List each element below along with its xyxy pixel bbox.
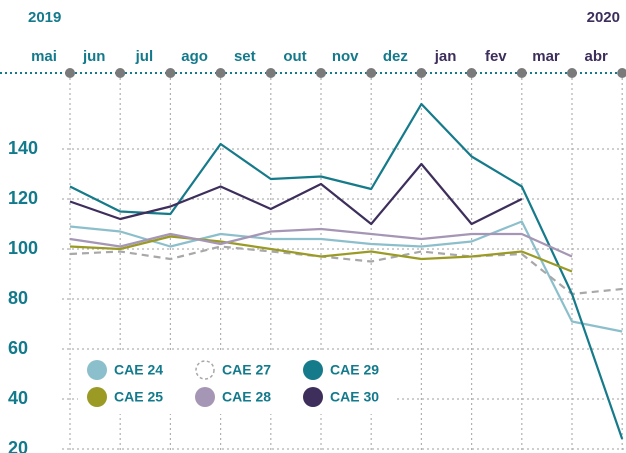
series-line bbox=[69, 245, 623, 296]
legend-label: CAE 28 bbox=[222, 389, 271, 405]
axis-dot bbox=[115, 68, 126, 78]
axis-dot bbox=[416, 68, 427, 78]
y-tick-label: 140 bbox=[8, 138, 38, 158]
x-tick-label: abr bbox=[585, 48, 609, 65]
series-line bbox=[69, 102, 624, 440]
x-tick-label: mar bbox=[532, 48, 560, 65]
axis-dot bbox=[215, 68, 226, 78]
legend-swatch bbox=[303, 387, 323, 407]
legend-label: CAE 27 bbox=[222, 362, 271, 378]
series-line bbox=[69, 235, 573, 273]
legend-swatch bbox=[195, 387, 215, 407]
legend-swatch bbox=[303, 360, 323, 380]
legend-swatch bbox=[87, 387, 107, 407]
y-tick-label: 60 bbox=[8, 338, 28, 358]
legend-swatch bbox=[195, 360, 215, 380]
y-tick-label: 120 bbox=[8, 188, 38, 208]
legend-label: CAE 25 bbox=[114, 389, 163, 405]
axis-dot bbox=[567, 68, 577, 78]
axis-dot bbox=[466, 68, 477, 78]
x-tick-label: out bbox=[283, 48, 306, 65]
y-tick-label: 100 bbox=[8, 238, 38, 258]
y-tick-label: 20 bbox=[8, 438, 28, 453]
x-tick-label: jul bbox=[135, 48, 154, 65]
x-tick-label: dez bbox=[383, 48, 408, 65]
year-label: 2020 bbox=[587, 9, 620, 26]
x-tick-label: jun bbox=[82, 48, 106, 65]
legend-swatch bbox=[87, 360, 107, 380]
legend-label: CAE 29 bbox=[330, 362, 379, 378]
series-line bbox=[69, 227, 573, 258]
x-tick-label: nov bbox=[332, 48, 359, 65]
series-line bbox=[69, 162, 523, 226]
axis-dot bbox=[316, 68, 326, 78]
axis-dot bbox=[617, 68, 626, 78]
x-tick-label: mai bbox=[31, 48, 57, 65]
axis-dot bbox=[65, 68, 75, 78]
legend-label: CAE 24 bbox=[114, 362, 163, 378]
year-label: 2019 bbox=[28, 9, 61, 26]
x-tick-label: fev bbox=[485, 48, 507, 65]
legend-label: CAE 30 bbox=[330, 389, 379, 405]
axis-dot bbox=[165, 68, 176, 78]
x-tick-label: jan bbox=[434, 48, 457, 65]
x-tick-label: set bbox=[234, 48, 256, 65]
axis-dot bbox=[366, 68, 377, 78]
axis-dot bbox=[516, 68, 527, 78]
y-tick-label: 40 bbox=[8, 388, 28, 408]
axis-dot bbox=[265, 68, 276, 78]
x-tick-label: ago bbox=[181, 48, 208, 65]
legend-box bbox=[78, 352, 396, 414]
y-tick-label: 80 bbox=[8, 288, 28, 308]
